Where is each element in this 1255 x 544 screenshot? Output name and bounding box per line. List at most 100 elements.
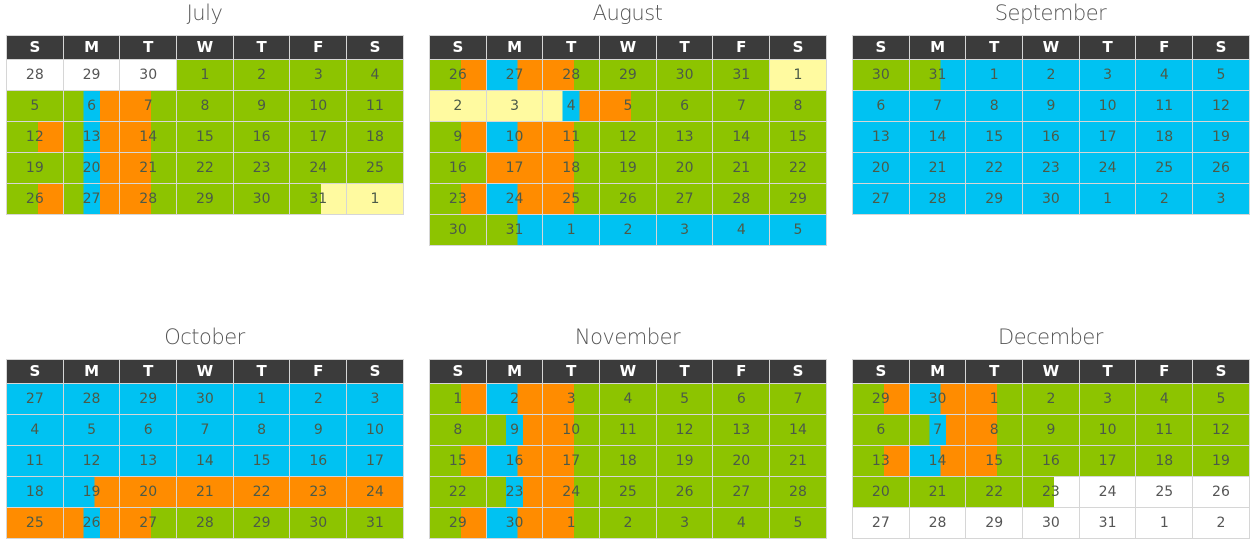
day-cell[interactable]: 13 (120, 446, 178, 477)
day-cell[interactable]: 18 (1136, 446, 1194, 477)
day-cell[interactable]: 30 (853, 60, 910, 91)
day-cell[interactable]: 16 (233, 122, 291, 153)
day-cell[interactable]: 25 (347, 153, 404, 184)
day-cell[interactable]: 3 (290, 60, 348, 91)
day-cell[interactable]: 5 (63, 415, 121, 446)
day-cell[interactable]: 1 (233, 384, 291, 415)
day-cell[interactable]: 5 (770, 508, 827, 539)
day-cell[interactable]: 22 (177, 153, 234, 184)
day-cell[interactable]: 21 (909, 153, 967, 184)
day-cell[interactable]: 10 (290, 91, 348, 122)
day-cell[interactable]: 27 (120, 508, 178, 539)
day-cell[interactable]: 29 (120, 384, 178, 415)
day-cell[interactable]: 27 (853, 508, 910, 539)
day-cell[interactable]: 12 (63, 446, 121, 477)
day-cell[interactable]: 5 (1193, 384, 1250, 415)
day-cell[interactable]: 6 (853, 415, 910, 446)
day-cell[interactable]: 25 (7, 508, 64, 539)
day-cell[interactable]: 16 (1023, 446, 1080, 477)
day-cell[interactable]: 1 (177, 60, 234, 91)
day-cell[interactable]: 18 (543, 153, 601, 184)
day-cell[interactable]: 7 (770, 384, 827, 415)
day-cell[interactable]: 27 (63, 184, 121, 215)
day-cell[interactable]: 15 (966, 446, 1024, 477)
day-cell[interactable]: 21 (770, 446, 827, 477)
day-cell[interactable]: 1 (770, 60, 827, 91)
day-cell[interactable]: 29 (600, 60, 657, 91)
day-cell[interactable]: 5 (1193, 60, 1250, 91)
day-cell[interactable]: 22 (770, 153, 827, 184)
day-cell[interactable]: 20 (63, 153, 121, 184)
day-cell[interactable]: 13 (853, 122, 910, 153)
day-cell[interactable]: 3 (656, 215, 714, 246)
day-cell[interactable]: 27 (486, 60, 544, 91)
day-cell[interactable]: 1 (543, 215, 601, 246)
day-cell[interactable]: 16 (1023, 122, 1080, 153)
day-cell[interactable]: 9 (290, 415, 348, 446)
day-cell[interactable]: 11 (347, 91, 404, 122)
day-cell[interactable]: 25 (543, 184, 601, 215)
day-cell[interactable]: 10 (1079, 415, 1137, 446)
day-cell[interactable]: 28 (543, 60, 601, 91)
day-cell[interactable]: 10 (486, 122, 544, 153)
day-cell[interactable]: 19 (1193, 122, 1250, 153)
day-cell[interactable]: 3 (347, 384, 404, 415)
day-cell[interactable]: 3 (1079, 60, 1137, 91)
day-cell[interactable]: 8 (966, 415, 1024, 446)
day-cell[interactable]: 2 (486, 384, 544, 415)
day-cell[interactable]: 26 (1193, 477, 1250, 508)
day-cell[interactable]: 7 (713, 91, 771, 122)
day-cell[interactable]: 9 (486, 415, 544, 446)
day-cell[interactable]: 15 (233, 446, 291, 477)
day-cell[interactable]: 31 (1079, 508, 1137, 539)
day-cell[interactable]: 6 (853, 91, 910, 122)
day-cell[interactable]: 31 (909, 60, 967, 91)
day-cell[interactable]: 11 (1136, 91, 1194, 122)
day-cell[interactable]: 5 (770, 215, 827, 246)
day-cell[interactable]: 29 (770, 184, 827, 215)
day-cell[interactable]: 24 (290, 153, 348, 184)
day-cell[interactable]: 3 (543, 384, 601, 415)
day-cell[interactable]: 29 (853, 384, 910, 415)
day-cell[interactable]: 13 (656, 122, 714, 153)
day-cell[interactable]: 4 (543, 91, 601, 122)
day-cell[interactable]: 14 (713, 122, 771, 153)
day-cell[interactable]: 11 (1136, 415, 1194, 446)
day-cell[interactable]: 30 (177, 384, 234, 415)
day-cell[interactable]: 5 (7, 91, 64, 122)
day-cell[interactable]: 11 (7, 446, 64, 477)
day-cell[interactable]: 8 (966, 91, 1024, 122)
day-cell[interactable]: 23 (290, 477, 348, 508)
day-cell[interactable]: 4 (347, 60, 404, 91)
day-cell[interactable]: 21 (713, 153, 771, 184)
day-cell[interactable]: 20 (853, 477, 910, 508)
day-cell[interactable]: 7 (909, 415, 967, 446)
day-cell[interactable]: 4 (600, 384, 657, 415)
day-cell[interactable]: 12 (1193, 91, 1250, 122)
day-cell[interactable]: 28 (909, 508, 967, 539)
day-cell[interactable]: 21 (120, 153, 178, 184)
day-cell[interactable]: 28 (120, 184, 178, 215)
day-cell[interactable]: 24 (1079, 153, 1137, 184)
day-cell[interactable]: 11 (543, 122, 601, 153)
day-cell[interactable]: 2 (430, 91, 487, 122)
day-cell[interactable]: 18 (7, 477, 64, 508)
day-cell[interactable]: 12 (600, 122, 657, 153)
day-cell[interactable]: 23 (1023, 153, 1080, 184)
day-cell[interactable]: 11 (600, 415, 657, 446)
day-cell[interactable]: 1 (1136, 508, 1194, 539)
day-cell[interactable]: 24 (486, 184, 544, 215)
day-cell[interactable]: 7 (120, 91, 178, 122)
day-cell[interactable]: 28 (177, 508, 234, 539)
day-cell[interactable]: 7 (909, 91, 967, 122)
day-cell[interactable]: 18 (600, 446, 657, 477)
day-cell[interactable]: 1 (966, 384, 1024, 415)
day-cell[interactable]: 31 (486, 215, 544, 246)
day-cell[interactable]: 30 (656, 60, 714, 91)
day-cell[interactable]: 3 (1079, 384, 1137, 415)
day-cell[interactable]: 14 (909, 122, 967, 153)
day-cell[interactable]: 29 (177, 184, 234, 215)
day-cell[interactable]: 15 (430, 446, 487, 477)
day-cell[interactable]: 2 (233, 60, 291, 91)
day-cell[interactable]: 25 (600, 477, 657, 508)
